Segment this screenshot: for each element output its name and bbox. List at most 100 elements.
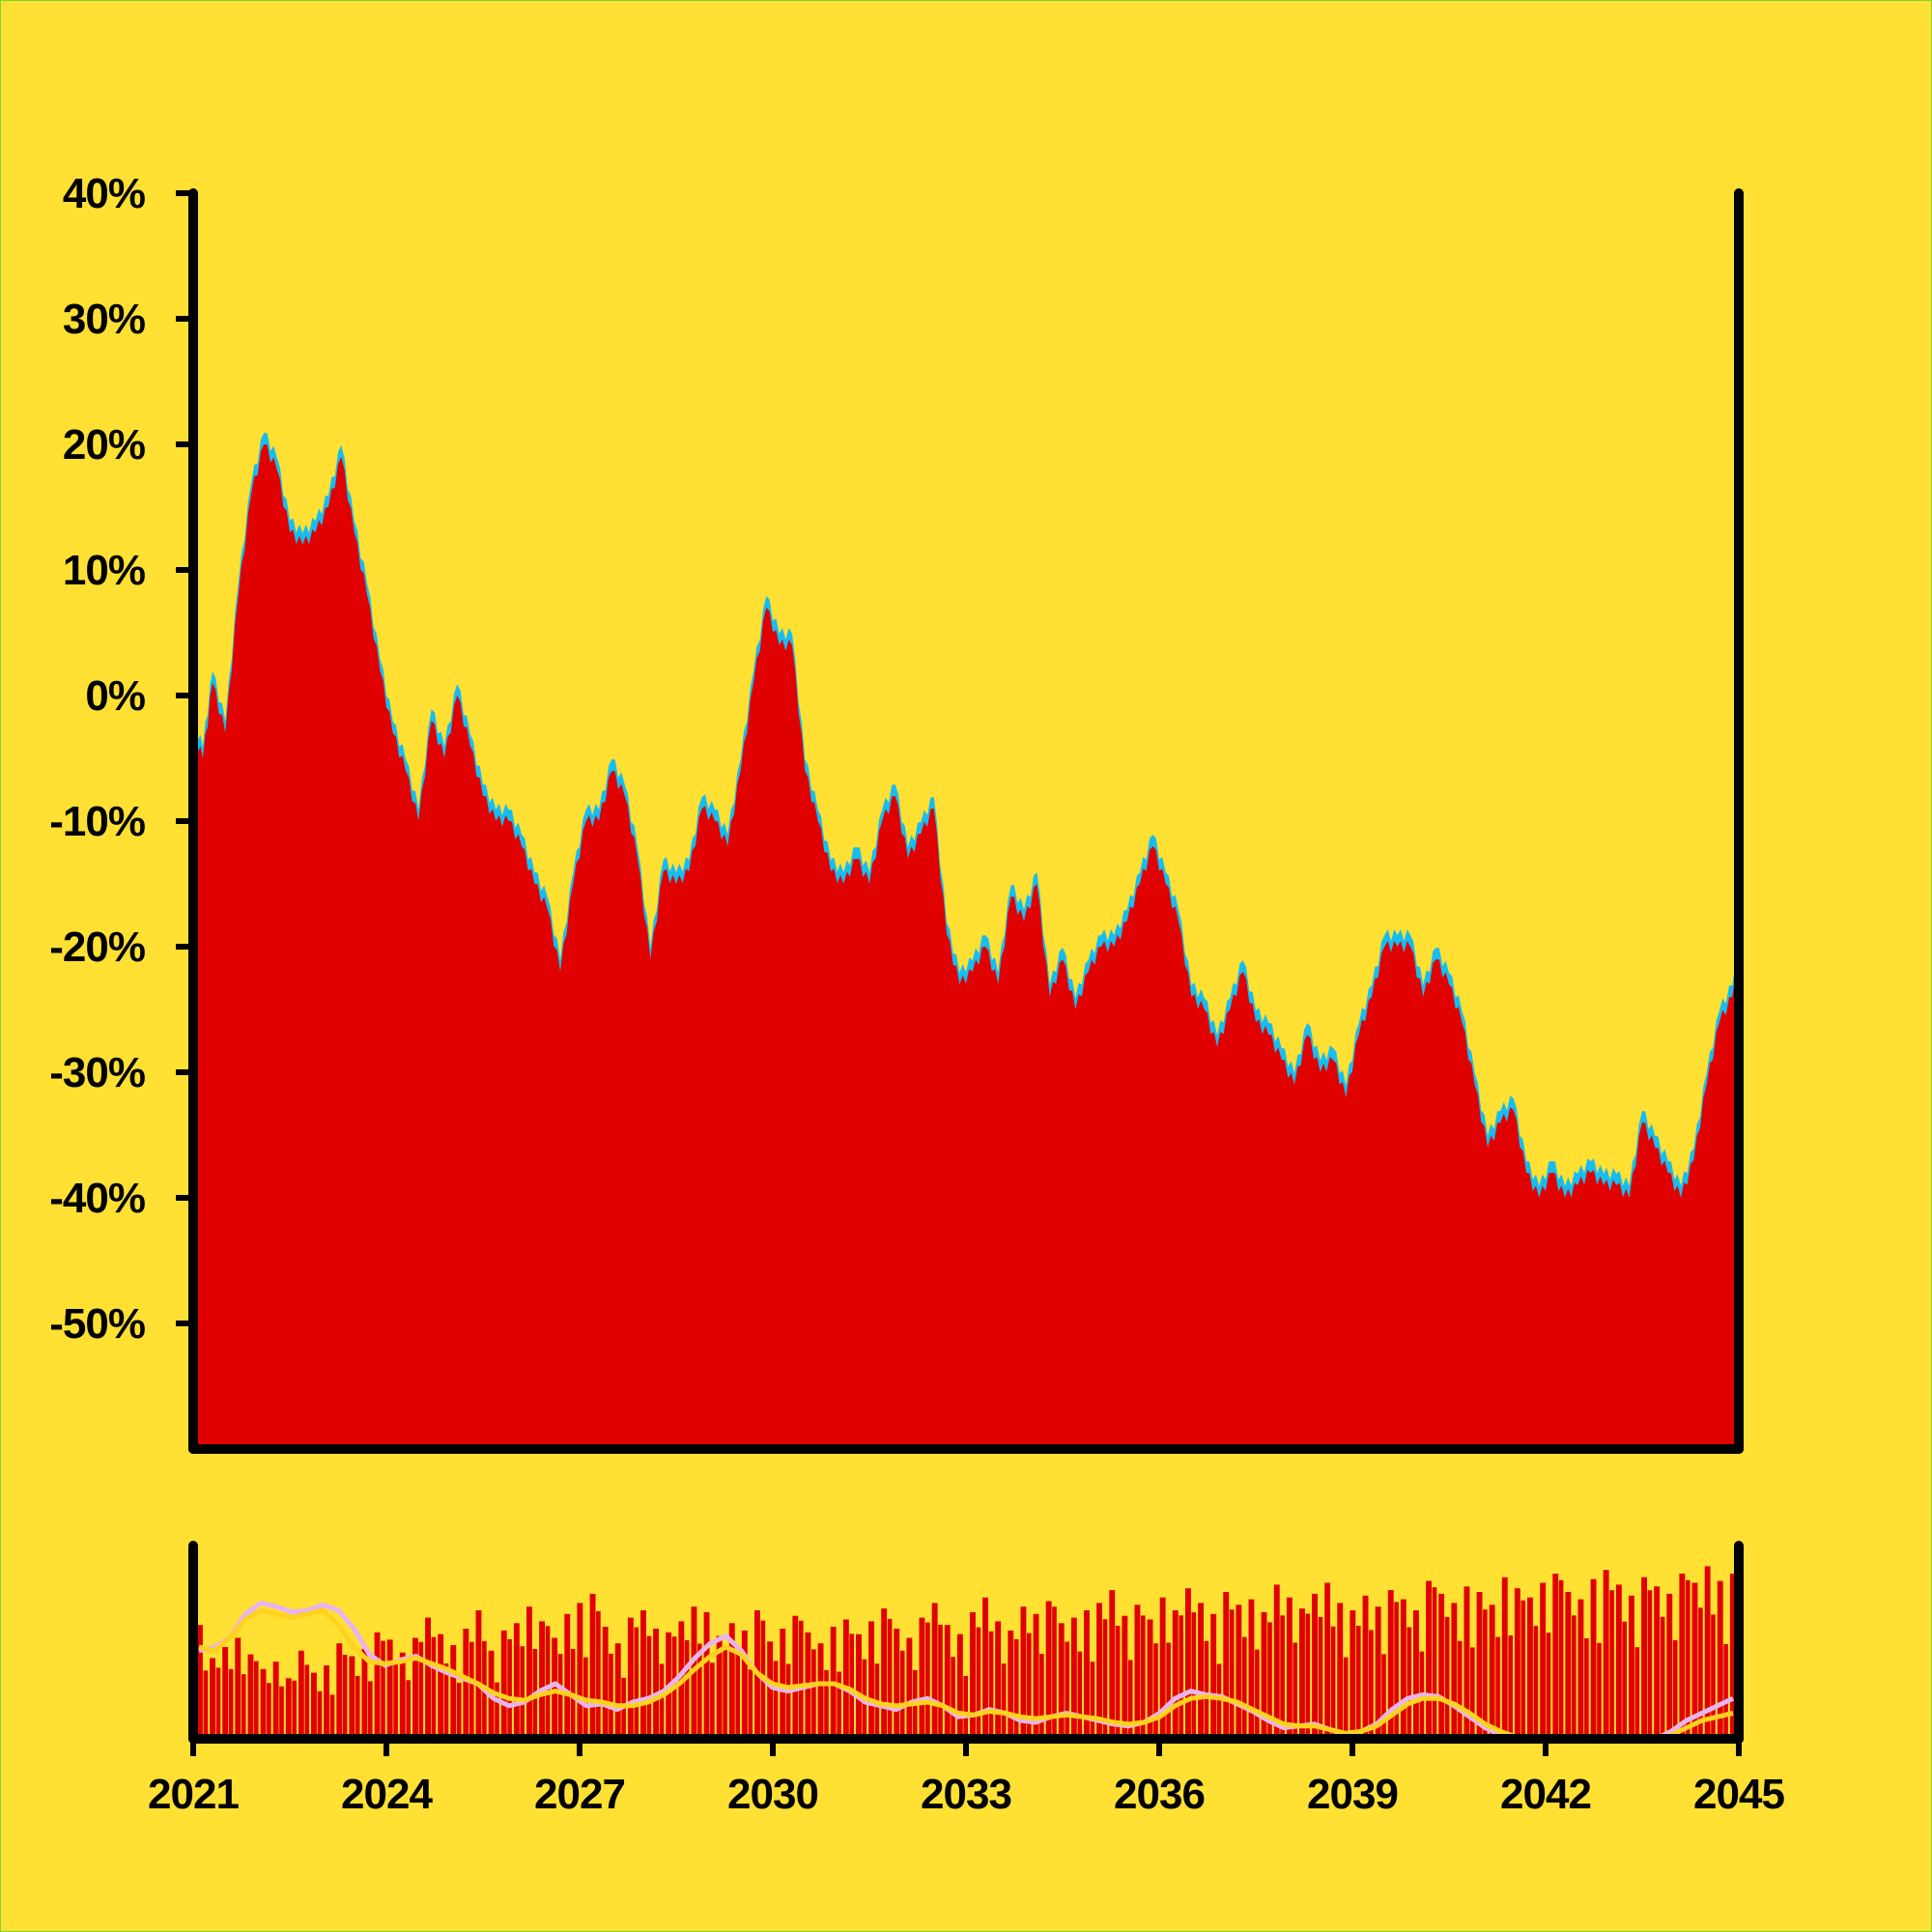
volume-bar [1242, 1636, 1247, 1739]
volume-bar [1204, 1640, 1209, 1739]
volume-bar [1324, 1582, 1331, 1739]
volume-bar [210, 1658, 215, 1739]
volume-bar [500, 1630, 507, 1739]
volume-bar [374, 1632, 381, 1739]
volume-bar [1305, 1613, 1311, 1739]
volume-bar [1508, 1635, 1513, 1739]
y-tick-label: 10% [63, 547, 145, 594]
volume-bar [539, 1621, 545, 1739]
volume-bar [386, 1639, 393, 1739]
volume-bar [1438, 1593, 1445, 1739]
volume-bar [463, 1629, 469, 1739]
volume-bar [298, 1650, 304, 1739]
volume-bar [837, 1671, 841, 1739]
volume-bar [1572, 1615, 1577, 1739]
volume-bar [1381, 1654, 1386, 1739]
volume-bar [1096, 1603, 1102, 1739]
volume-bar [1629, 1595, 1634, 1739]
x-tick-label: 2036 [1114, 1771, 1205, 1818]
volume-bar [951, 1657, 955, 1739]
volume-bar [1172, 1610, 1179, 1739]
volume-bar [1077, 1651, 1083, 1739]
volume-bar [1318, 1616, 1323, 1739]
area-series [193, 444, 1739, 1445]
volume-bar [495, 1682, 499, 1739]
volume-bar [475, 1610, 482, 1739]
volume-bar [881, 1608, 888, 1739]
volume-bar [1267, 1622, 1272, 1739]
volume-bar [956, 1634, 963, 1739]
volume-bar [703, 1611, 710, 1739]
volume-bar [381, 1640, 385, 1739]
volume-bar [735, 1651, 740, 1739]
volume-bar [1451, 1603, 1458, 1739]
volume-bar [336, 1643, 343, 1739]
volume-bar [659, 1663, 665, 1739]
volume-bar [1001, 1663, 1007, 1739]
y-tick-label: 30% [63, 296, 145, 343]
volume-bar [1660, 1616, 1665, 1739]
volume-bar [1369, 1630, 1374, 1739]
volume-bar [931, 1603, 938, 1739]
volume-bar [292, 1680, 297, 1739]
volume-bar [1457, 1640, 1463, 1739]
volume-bar [1729, 1574, 1736, 1739]
volume-bar [1350, 1610, 1356, 1739]
volume-bar [311, 1672, 317, 1739]
volume-bar [1520, 1600, 1526, 1739]
volume-bar [1033, 1613, 1039, 1739]
volume-bar [203, 1670, 209, 1739]
volume-bar [1666, 1593, 1673, 1739]
volume-bar [741, 1630, 748, 1739]
volume-bar [406, 1680, 411, 1739]
volume-bar [1400, 1599, 1406, 1739]
volume-bar [856, 1634, 862, 1739]
volume-bar [1141, 1615, 1146, 1739]
volume-bar [1577, 1599, 1584, 1739]
volume-bar [1711, 1614, 1716, 1739]
volume-bar [513, 1623, 520, 1739]
x-tick-label: 2027 [534, 1771, 625, 1818]
volume-bar [1330, 1626, 1336, 1739]
volume-bar [609, 1653, 613, 1739]
volume-bar [1084, 1610, 1090, 1739]
volume-bar [1216, 1663, 1222, 1739]
volume-bar [1470, 1647, 1475, 1739]
volume-bar [456, 1682, 462, 1739]
volume-bar [215, 1667, 221, 1739]
volume-bar [785, 1663, 791, 1739]
volume-bar [1647, 1590, 1653, 1739]
volume-bar [817, 1643, 824, 1739]
volume-bar [317, 1690, 323, 1739]
volume-bar [1102, 1619, 1108, 1739]
volume-bar [1293, 1642, 1297, 1739]
x-tick-label: 2045 [1693, 1771, 1784, 1818]
volume-bar [748, 1669, 753, 1739]
volume-bar [431, 1636, 437, 1739]
volume-bar [640, 1610, 646, 1739]
long-moving-average-line [198, 1607, 1734, 1742]
volume-bar [577, 1603, 583, 1739]
volume-bars [197, 1566, 1741, 1739]
volume-bar [1615, 1584, 1622, 1739]
volume-bar [342, 1655, 348, 1739]
volume-bar [399, 1652, 406, 1739]
volume-bar [564, 1613, 571, 1739]
volume-bar [425, 1617, 431, 1739]
volume-bar [557, 1654, 563, 1739]
volume-bar [507, 1638, 512, 1739]
volume-bar [235, 1637, 242, 1739]
volume-bar [1153, 1643, 1158, 1739]
volume-bar [646, 1635, 652, 1739]
volume-bar [450, 1645, 457, 1739]
x-tick-label: 2033 [921, 1771, 1011, 1818]
volume-bar [1527, 1597, 1533, 1739]
volume-bar [1609, 1590, 1614, 1739]
volume-bar [1027, 1633, 1032, 1739]
volume-bar [1483, 1609, 1488, 1739]
volume-bar [1229, 1609, 1235, 1739]
volume-bar [849, 1634, 854, 1739]
x-tick-label: 2042 [1500, 1771, 1591, 1818]
volume-bar [811, 1649, 816, 1739]
